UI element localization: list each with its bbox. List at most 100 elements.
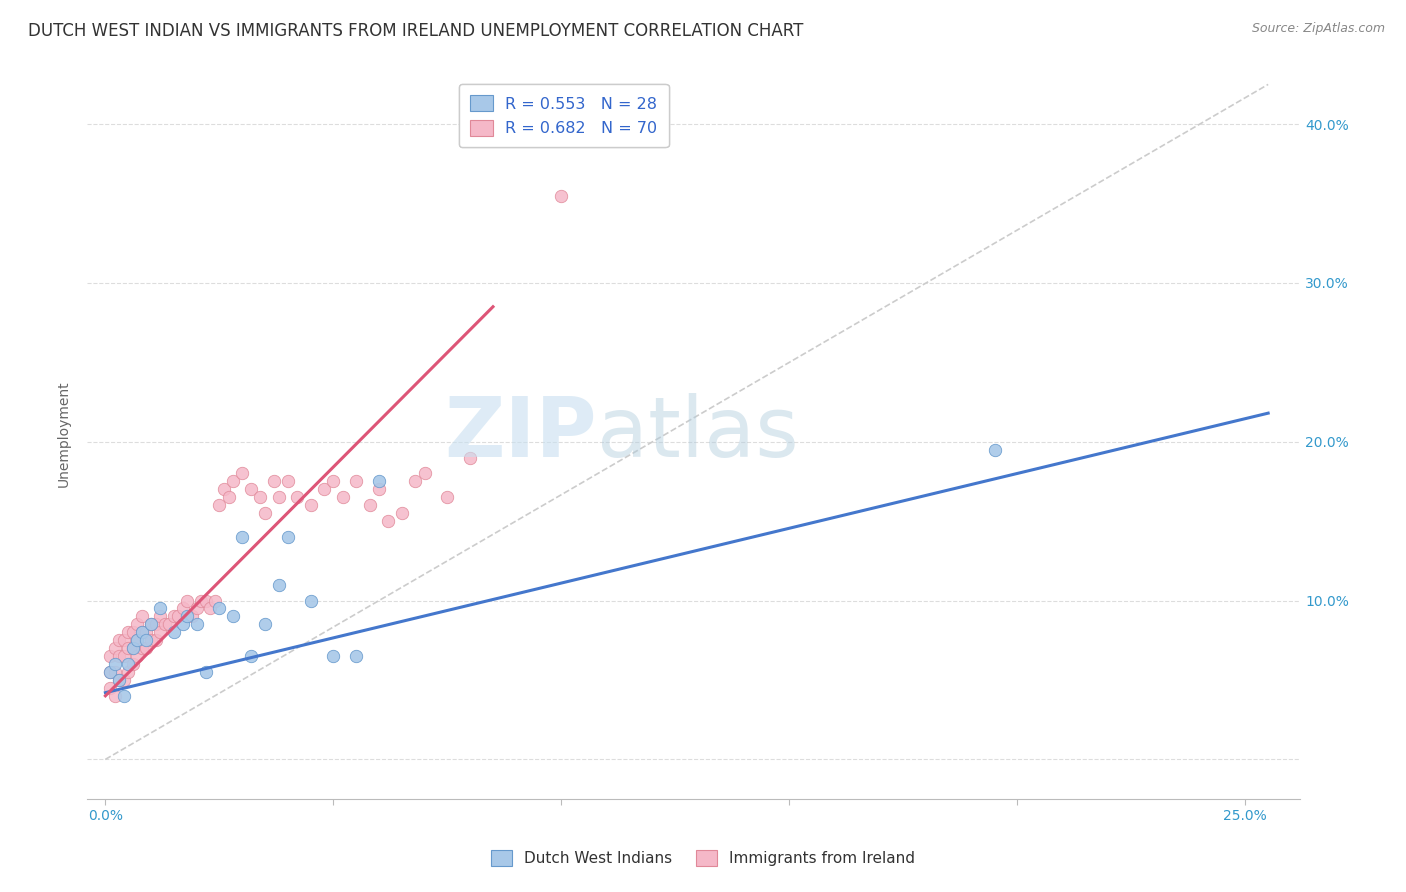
Point [222,475,245,489]
Point [131,609,153,624]
Text: atlas: atlas [596,393,799,475]
Point [108,633,131,648]
Point [391,506,413,520]
Point [98,649,121,664]
Text: DUTCH WEST INDIAN VS IMMIGRANTS FROM IRELAND UNEMPLOYMENT CORRELATION CHART: DUTCH WEST INDIAN VS IMMIGRANTS FROM IRE… [28,22,803,40]
Point [98,665,121,679]
Point [322,475,344,489]
Point [368,483,391,497]
Point [249,491,271,505]
Point [267,491,290,505]
Point [103,657,125,671]
Point [240,483,263,497]
Point [145,633,167,648]
Point [172,617,194,632]
Point [121,625,143,640]
Point [131,625,153,640]
Point [359,498,381,512]
Point [299,498,322,512]
Point [139,617,162,632]
Point [208,601,231,615]
Point [181,609,204,624]
Point [139,617,162,632]
Point [404,475,426,489]
Point [186,617,208,632]
Point [212,483,235,497]
Point [344,649,367,664]
Point [135,633,157,648]
Point [131,641,153,656]
Point [167,609,190,624]
Point [253,506,276,520]
Point [190,593,212,607]
Point [117,641,139,656]
Point [149,601,172,615]
Point [368,475,391,489]
Point [103,641,125,656]
Point [112,673,135,687]
Point [231,467,253,481]
Point [121,641,143,656]
Point [117,625,139,640]
Point [163,625,186,640]
Point [135,625,157,640]
Legend: R = 0.553   N = 28, R = 0.682   N = 70: R = 0.553 N = 28, R = 0.682 N = 70 [458,84,669,147]
Point [127,633,149,648]
Point [253,617,276,632]
Point [121,641,143,656]
Point [121,657,143,671]
Point [208,498,231,512]
Point [149,625,172,640]
Point [98,665,121,679]
Legend: Dutch West Indians, Immigrants from Ireland: Dutch West Indians, Immigrants from Irel… [482,841,924,875]
Point [299,593,322,607]
Point [127,617,149,632]
Point [240,649,263,664]
Point [267,577,290,591]
Point [149,609,172,624]
Point [218,491,240,505]
Point [458,450,481,465]
Point [194,593,217,607]
Point [108,673,131,687]
Point [117,665,139,679]
Point [277,475,299,489]
Point [413,467,436,481]
Point [103,665,125,679]
Point [103,689,125,703]
Point [139,633,162,648]
Point [112,649,135,664]
Point [145,617,167,632]
Point [204,593,226,607]
Point [108,673,131,687]
Point [127,633,149,648]
Point [186,601,208,615]
Point [377,514,399,528]
Point [131,625,153,640]
Point [172,601,194,615]
Point [176,593,198,607]
Point [277,530,299,544]
Point [983,442,1005,457]
Point [135,641,157,656]
Point [153,617,176,632]
Point [176,609,198,624]
Point [322,649,344,664]
Point [108,649,131,664]
Point [332,491,354,505]
Text: ZIP: ZIP [444,393,596,475]
Point [127,649,149,664]
Point [98,681,121,695]
Point [231,530,253,544]
Point [112,689,135,703]
Point [436,491,458,505]
Point [263,475,285,489]
Point [157,617,180,632]
Point [314,483,336,497]
Point [194,665,217,679]
Point [112,633,135,648]
Point [550,188,572,202]
Y-axis label: Unemployment: Unemployment [58,381,72,487]
Text: Source: ZipAtlas.com: Source: ZipAtlas.com [1251,22,1385,36]
Point [163,609,186,624]
